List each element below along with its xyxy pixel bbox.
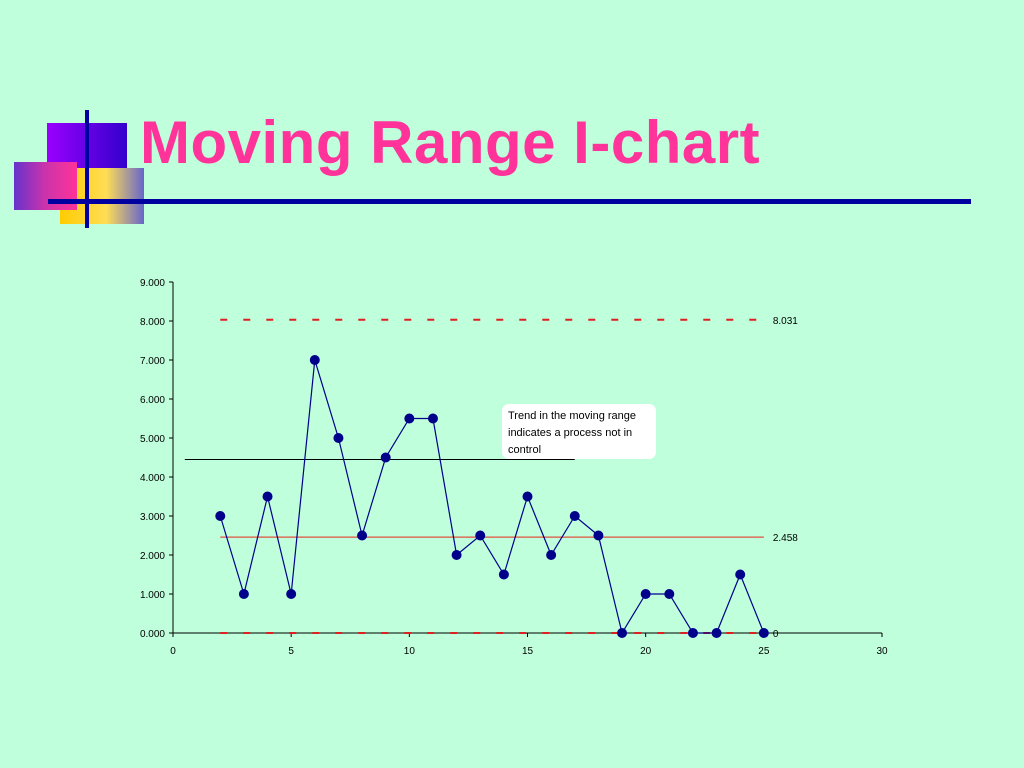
- data-point: [427, 413, 438, 424]
- data-point: [286, 589, 297, 599]
- reference-line-label: 0: [773, 629, 779, 640]
- page-title: Moving Range I-chart: [140, 109, 761, 176]
- data-point: [380, 452, 391, 463]
- trend-annotation: Trend in the moving range indicates a pr…: [502, 404, 656, 459]
- data-point: [333, 433, 344, 443]
- data-point: [238, 589, 249, 599]
- data-point: [357, 530, 368, 541]
- data-point: [498, 569, 509, 580]
- data-point: [475, 530, 486, 541]
- series-line: [219, 359, 765, 635]
- data-point: [215, 511, 226, 521]
- reference-line-label: 8.031: [773, 316, 798, 327]
- data-point: [758, 628, 769, 638]
- data-point: [687, 628, 698, 638]
- data-point: [404, 413, 415, 424]
- data-point: [593, 530, 604, 541]
- x-tick-label: 20: [640, 646, 652, 657]
- x-tick-label: 0: [170, 646, 176, 657]
- logo-vertical-bar: [85, 110, 89, 228]
- title-rule: [48, 199, 971, 204]
- x-tick-label: 5: [288, 646, 294, 657]
- x-tick-label: 30: [876, 646, 888, 657]
- y-tick-label: 0.000: [140, 629, 165, 640]
- y-tick-label: 6.000: [140, 395, 165, 406]
- data-point: [617, 628, 628, 638]
- y-tick-label: 1.000: [140, 590, 165, 601]
- logo-graphic: [14, 110, 144, 228]
- data-point: [735, 569, 746, 580]
- y-tick-label: 3.000: [140, 512, 165, 523]
- data-point: [664, 589, 675, 599]
- data-point: [451, 550, 462, 560]
- y-tick-label: 5.000: [140, 434, 165, 445]
- x-tick-label: 10: [404, 646, 416, 657]
- y-tick-label: 4.000: [140, 473, 165, 484]
- reference-line-label: 2.458: [773, 533, 798, 544]
- x-tick-label: 25: [758, 646, 770, 657]
- data-point: [569, 511, 580, 521]
- data-point: [711, 628, 722, 638]
- data-point: [309, 355, 320, 365]
- y-tick-label: 2.000: [140, 551, 165, 562]
- data-point: [546, 550, 557, 560]
- y-tick-label: 7.000: [140, 356, 165, 367]
- y-tick-label: 9.000: [140, 278, 165, 289]
- data-point: [522, 491, 533, 502]
- y-tick-label: 8.000: [140, 317, 165, 328]
- data-point: [262, 491, 273, 502]
- data-point: [640, 589, 651, 599]
- x-tick-label: 15: [522, 646, 534, 657]
